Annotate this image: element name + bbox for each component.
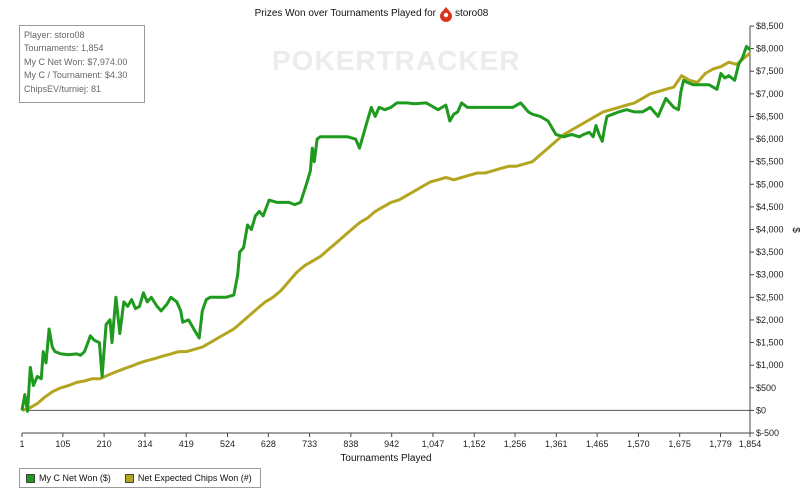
plot-area: 1 105 210 314 419 524 628 733 838 942 1,047 1,152 1,… <box>19 21 783 449</box>
x-tick-label: 1,256 <box>504 439 527 449</box>
legend-swatch-expected-chips <box>124 473 134 483</box>
chart-title-text: Prizes Won over Tournaments Played for <box>255 8 437 19</box>
x-tick-label: 210 <box>97 439 112 449</box>
series-layer <box>20 44 752 413</box>
y-tick-label: $3,000 <box>756 270 784 280</box>
chart-legend: My C Net Won ($) Net Expected Chips Won … <box>19 468 261 488</box>
y-tick-label: $1,500 <box>756 338 784 348</box>
x-tick-label: 1,152 <box>463 439 486 449</box>
x-ticks: 1 105 210 314 419 524 628 733 838 942 1,047 1,152 1,… <box>19 433 761 449</box>
y-tick-label: $5,000 <box>756 179 784 189</box>
x-tick-label: 942 <box>384 439 399 449</box>
info-per-tournament: My C / Tournament: $4.30 <box>24 70 128 81</box>
info-net-won: My C Net Won: $7,974.00 <box>24 56 128 67</box>
legend-label-net-won: My C Net Won ($) <box>39 473 111 483</box>
x-tick-label: 1,570 <box>627 439 650 449</box>
pokertracker-logo-icon <box>440 7 452 22</box>
x-tick-label: 524 <box>220 439 235 449</box>
info-tournaments: Tournaments: 1,854 <box>24 43 104 54</box>
y-tick-label: $4,000 <box>756 225 784 235</box>
y-tick-label: $7,000 <box>756 89 784 99</box>
info-player: Player: storo08 <box>24 30 85 40</box>
y-tick-label: $6,500 <box>756 111 784 121</box>
y-ticks: $-500 $0 $500 $1,000 $1,500 $2,000 $2,500 $3,00… <box>750 21 784 438</box>
x-tick-label: 105 <box>55 439 70 449</box>
y-tick-label: $4,500 <box>756 202 784 212</box>
x-tick-label: 314 <box>137 439 152 449</box>
y-tick-label: $1,000 <box>756 360 784 370</box>
x-tick-label: 1,465 <box>586 439 609 449</box>
y-tick-label: $5,500 <box>756 157 784 167</box>
x-tick-label: 1,361 <box>545 439 568 449</box>
legend-item-net-won[interactable]: My C Net Won ($) <box>26 473 111 483</box>
y-tick-label: $8,500 <box>756 21 784 31</box>
y-tick-label: $-500 <box>756 428 779 438</box>
y-tick-label: $8,000 <box>756 44 784 54</box>
y-tick-label: $6,000 <box>756 134 784 144</box>
x-tick-label: 1,779 <box>709 439 732 449</box>
y-tick-label: $2,500 <box>756 292 784 302</box>
watermark-logo: POKERTRACKER <box>272 45 521 76</box>
y-tick-label: $7,500 <box>756 66 784 76</box>
info-chips-ev: ChipsEV/turniej: 81 <box>24 83 102 94</box>
x-tick-label: 1,047 <box>422 439 445 449</box>
x-tick-label: 1,675 <box>668 439 691 449</box>
x-tick-label: 419 <box>179 439 194 449</box>
x-tick-label: 1,854 <box>739 439 762 449</box>
player-info-box: Player: storo08 Tournaments: 1,854 My C … <box>19 25 145 103</box>
y-tick-label: $500 <box>756 383 776 393</box>
legend-item-expected-chips[interactable]: Net Expected Chips Won (#) <box>124 473 252 483</box>
x-axis-label: Tournaments Played <box>340 453 431 464</box>
y-tick-label: $2,000 <box>756 315 784 325</box>
legend-label-expected-chips: Net Expected Chips Won (#) <box>137 473 252 483</box>
chart-title-player: storo08 <box>455 8 489 19</box>
series-line-expected-chips <box>21 51 751 412</box>
y-tick-label: $3,500 <box>756 247 784 257</box>
legend-swatch-net-won <box>26 473 35 483</box>
x-tick-label: 628 <box>261 439 276 449</box>
x-tick-label: 733 <box>302 439 317 449</box>
y-axis-label: $ <box>790 227 800 233</box>
x-tick-label: 838 <box>343 439 358 449</box>
y-tick-label: $0 <box>756 405 766 415</box>
series-line-net-won <box>20 44 752 413</box>
chart-title: Prizes Won over Tournaments Played for s… <box>255 7 489 22</box>
x-tick-label: 1 <box>19 439 24 449</box>
